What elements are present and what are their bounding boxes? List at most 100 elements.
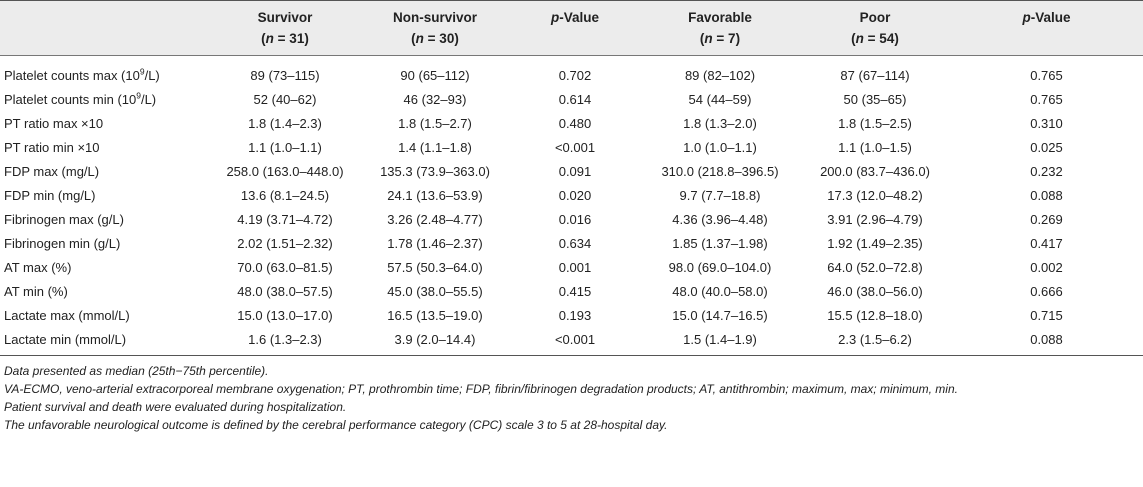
table-cell: 0.232: [1030, 164, 1063, 179]
row-label: Lactate min (mmol/L): [0, 327, 210, 356]
header-survivor-name: Survivor: [257, 10, 313, 25]
header-favorable: Favorable (n = 7): [640, 0, 800, 56]
table-cell: 3.26 (2.48–4.77): [387, 212, 483, 227]
table-cell: 57.5 (50.3–64.0): [387, 260, 483, 275]
header-p-value-1: p-Value: [510, 0, 640, 56]
table-cell: 15.0 (13.0–17.0): [237, 308, 333, 323]
table-cell: 135.3 (73.9–363.0): [380, 164, 490, 179]
table-cell: 0.415: [558, 284, 592, 299]
table-cell: 258.0 (163.0–448.0): [226, 164, 344, 179]
table-cell: 0.002: [1030, 260, 1063, 275]
header-poor-name: Poor: [859, 10, 891, 25]
table-cell: 2.3 (1.5–6.2): [800, 327, 950, 356]
table-cell: 15.0 (14.7–16.5): [672, 308, 768, 323]
table-row: FDP max (mg/L) 258.0 (163.0–448.0) 135.3 (…: [0, 160, 1143, 184]
table-cell: 0.765: [1030, 68, 1063, 83]
footnote-line: Data presented as median (25th−75th perc…: [4, 364, 269, 378]
table-cell: 0.715: [1030, 308, 1063, 323]
table-cell: 89 (82–102): [684, 68, 756, 83]
table-cell: 1.1 (1.0–1.5): [838, 140, 912, 155]
table-cell: 46 (32–93): [403, 92, 467, 107]
table-cell: 13.6 (8.1–24.5): [240, 188, 330, 203]
table-cell: 15.5 (12.8–18.0): [827, 308, 923, 323]
table-cell: 3.9 (2.0–14.4): [360, 327, 510, 356]
table-cell: 0.269: [1030, 212, 1063, 227]
table-cell: 0.765: [1030, 92, 1063, 107]
row-label: AT min (%): [4, 284, 68, 299]
table-row: Platelet counts max (109/L) 89 (73–115) 90…: [0, 56, 1143, 88]
table-cell: 0.020: [558, 188, 592, 203]
table-cell: 1.5 (1.4–1.9): [640, 327, 800, 356]
table-row: PT ratio min ×10 1.1 (1.0–1.1) 1.4 (1.1–1.…: [0, 136, 1143, 160]
table-row: Fibrinogen max (g/L) 4.19 (3.71–4.72) 3.26…: [0, 208, 1143, 232]
footnote-line: The unfavorable neurological outcome is …: [4, 418, 668, 432]
table-row: PT ratio max ×10 1.8 (1.4–2.3) 1.8 (1.5–2.…: [0, 112, 1143, 136]
table-cell: 46.0 (38.0–56.0): [827, 284, 923, 299]
row-label: PT ratio max ×10: [4, 116, 104, 131]
row-label: Platelet counts max (109/L): [4, 66, 160, 83]
table-cell: 1.1 (1.0–1.1): [248, 140, 322, 155]
footnote-line: VA-ECMO, veno-arterial extracorporeal me…: [4, 382, 958, 396]
header-row: Survivor (n = 31) Non-survivor (n = 30) …: [0, 0, 1143, 56]
table-cell: 1.8 (1.4–2.3): [248, 116, 322, 131]
table-cell: 200.0 (83.7–436.0): [820, 164, 930, 179]
table-cell: 9.7 (7.7–18.8): [679, 188, 761, 203]
header-poor: Poor (n = 54): [800, 0, 950, 56]
table-row: Lactate min (mmol/L) 1.6 (1.3–2.3) 3.9 (2.…: [0, 327, 1143, 356]
table-cell: 16.5 (13.5–19.0): [387, 308, 483, 323]
table-cell: 0.480: [558, 116, 592, 131]
table-cell: 54 (44–59): [688, 92, 752, 107]
table-row: Lactate max (mmol/L) 15.0 (13.0–17.0) 16.5…: [0, 304, 1143, 328]
data-table: Survivor (n = 31) Non-survivor (n = 30) …: [0, 0, 1143, 356]
table-header: Survivor (n = 31) Non-survivor (n = 30) …: [0, 0, 1143, 56]
table-cell: 1.85 (1.37–1.98): [672, 236, 768, 251]
header-non-survivor-name: Non-survivor: [392, 10, 477, 25]
table-cell: 50 (35–65): [843, 92, 907, 107]
table-row: AT max (%) 70.0 (63.0–81.5) 57.5 (50.3–64.…: [0, 256, 1143, 280]
table-row: FDP min (mg/L) 13.6 (8.1–24.5) 24.1 (13.6–…: [0, 184, 1143, 208]
row-label: FDP max (mg/L): [4, 164, 100, 179]
table-cell: 1.0 (1.0–1.1): [683, 140, 757, 155]
table-cell: 0.016: [558, 212, 592, 227]
row-label: PT ratio min ×10: [4, 140, 100, 155]
table-cell: 0.614: [558, 92, 592, 107]
table-cell: <0.001: [554, 140, 596, 155]
table-cell: <0.001: [510, 327, 640, 356]
header-favorable-name: Favorable: [688, 10, 752, 25]
table-cell: 98.0 (69.0–104.0): [668, 260, 772, 275]
row-label: Platelet counts min (109/L): [4, 90, 157, 107]
row-label: Lactate max (mmol/L): [4, 308, 130, 323]
table-body: Platelet counts max (109/L) 89 (73–115) 90…: [0, 56, 1143, 356]
row-label: Fibrinogen max (g/L): [4, 212, 124, 227]
table-cell: 90 (65–112): [400, 68, 470, 83]
header-survivor-n: (n = 31): [261, 31, 309, 46]
row-label: AT max (%): [4, 260, 72, 275]
header-non-survivor: Non-survivor (n = 30): [360, 0, 510, 56]
table-cell: 4.19 (3.71–4.72): [237, 212, 333, 227]
header-non-survivor-n: (n = 30): [411, 31, 459, 46]
table-cell: 0.088: [950, 327, 1143, 356]
table-cell: 89 (73–115): [250, 68, 320, 83]
table-cell: 48.0 (38.0–57.5): [237, 284, 333, 299]
header-p-value-2: p-Value: [950, 0, 1143, 56]
table-cell: 1.78 (1.46–2.37): [387, 236, 483, 251]
table-cell: 52 (40–62): [253, 92, 317, 107]
table-cell: 3.91 (2.96–4.79): [827, 212, 923, 227]
table-cell: 0.091: [558, 164, 592, 179]
table-cell: 0.417: [1030, 236, 1063, 251]
table-cell: 0.001: [558, 260, 592, 275]
table-cell: 0.634: [558, 236, 592, 251]
table-cell: 310.0 (218.8–396.5): [661, 164, 779, 179]
table-footnotes: Data presented as median (25th−75th perc…: [0, 362, 1143, 434]
table-cell: 4.36 (3.96–4.48): [672, 212, 768, 227]
header-poor-n: (n = 54): [851, 31, 899, 46]
table-cell: 0.666: [1030, 284, 1063, 299]
table-cell: 87 (67–114): [840, 68, 910, 83]
table-cell: 45.0 (38.0–55.5): [387, 284, 483, 299]
table-row: AT min (%) 48.0 (38.0–57.5) 45.0 (38.0–55.…: [0, 280, 1143, 304]
table-cell: 0.193: [558, 308, 592, 323]
table-cell: 0.088: [1030, 188, 1063, 203]
table-row: Fibrinogen min (g/L) 2.02 (1.51–2.32) 1.78…: [0, 232, 1143, 256]
table-cell: 0.025: [1030, 140, 1063, 155]
